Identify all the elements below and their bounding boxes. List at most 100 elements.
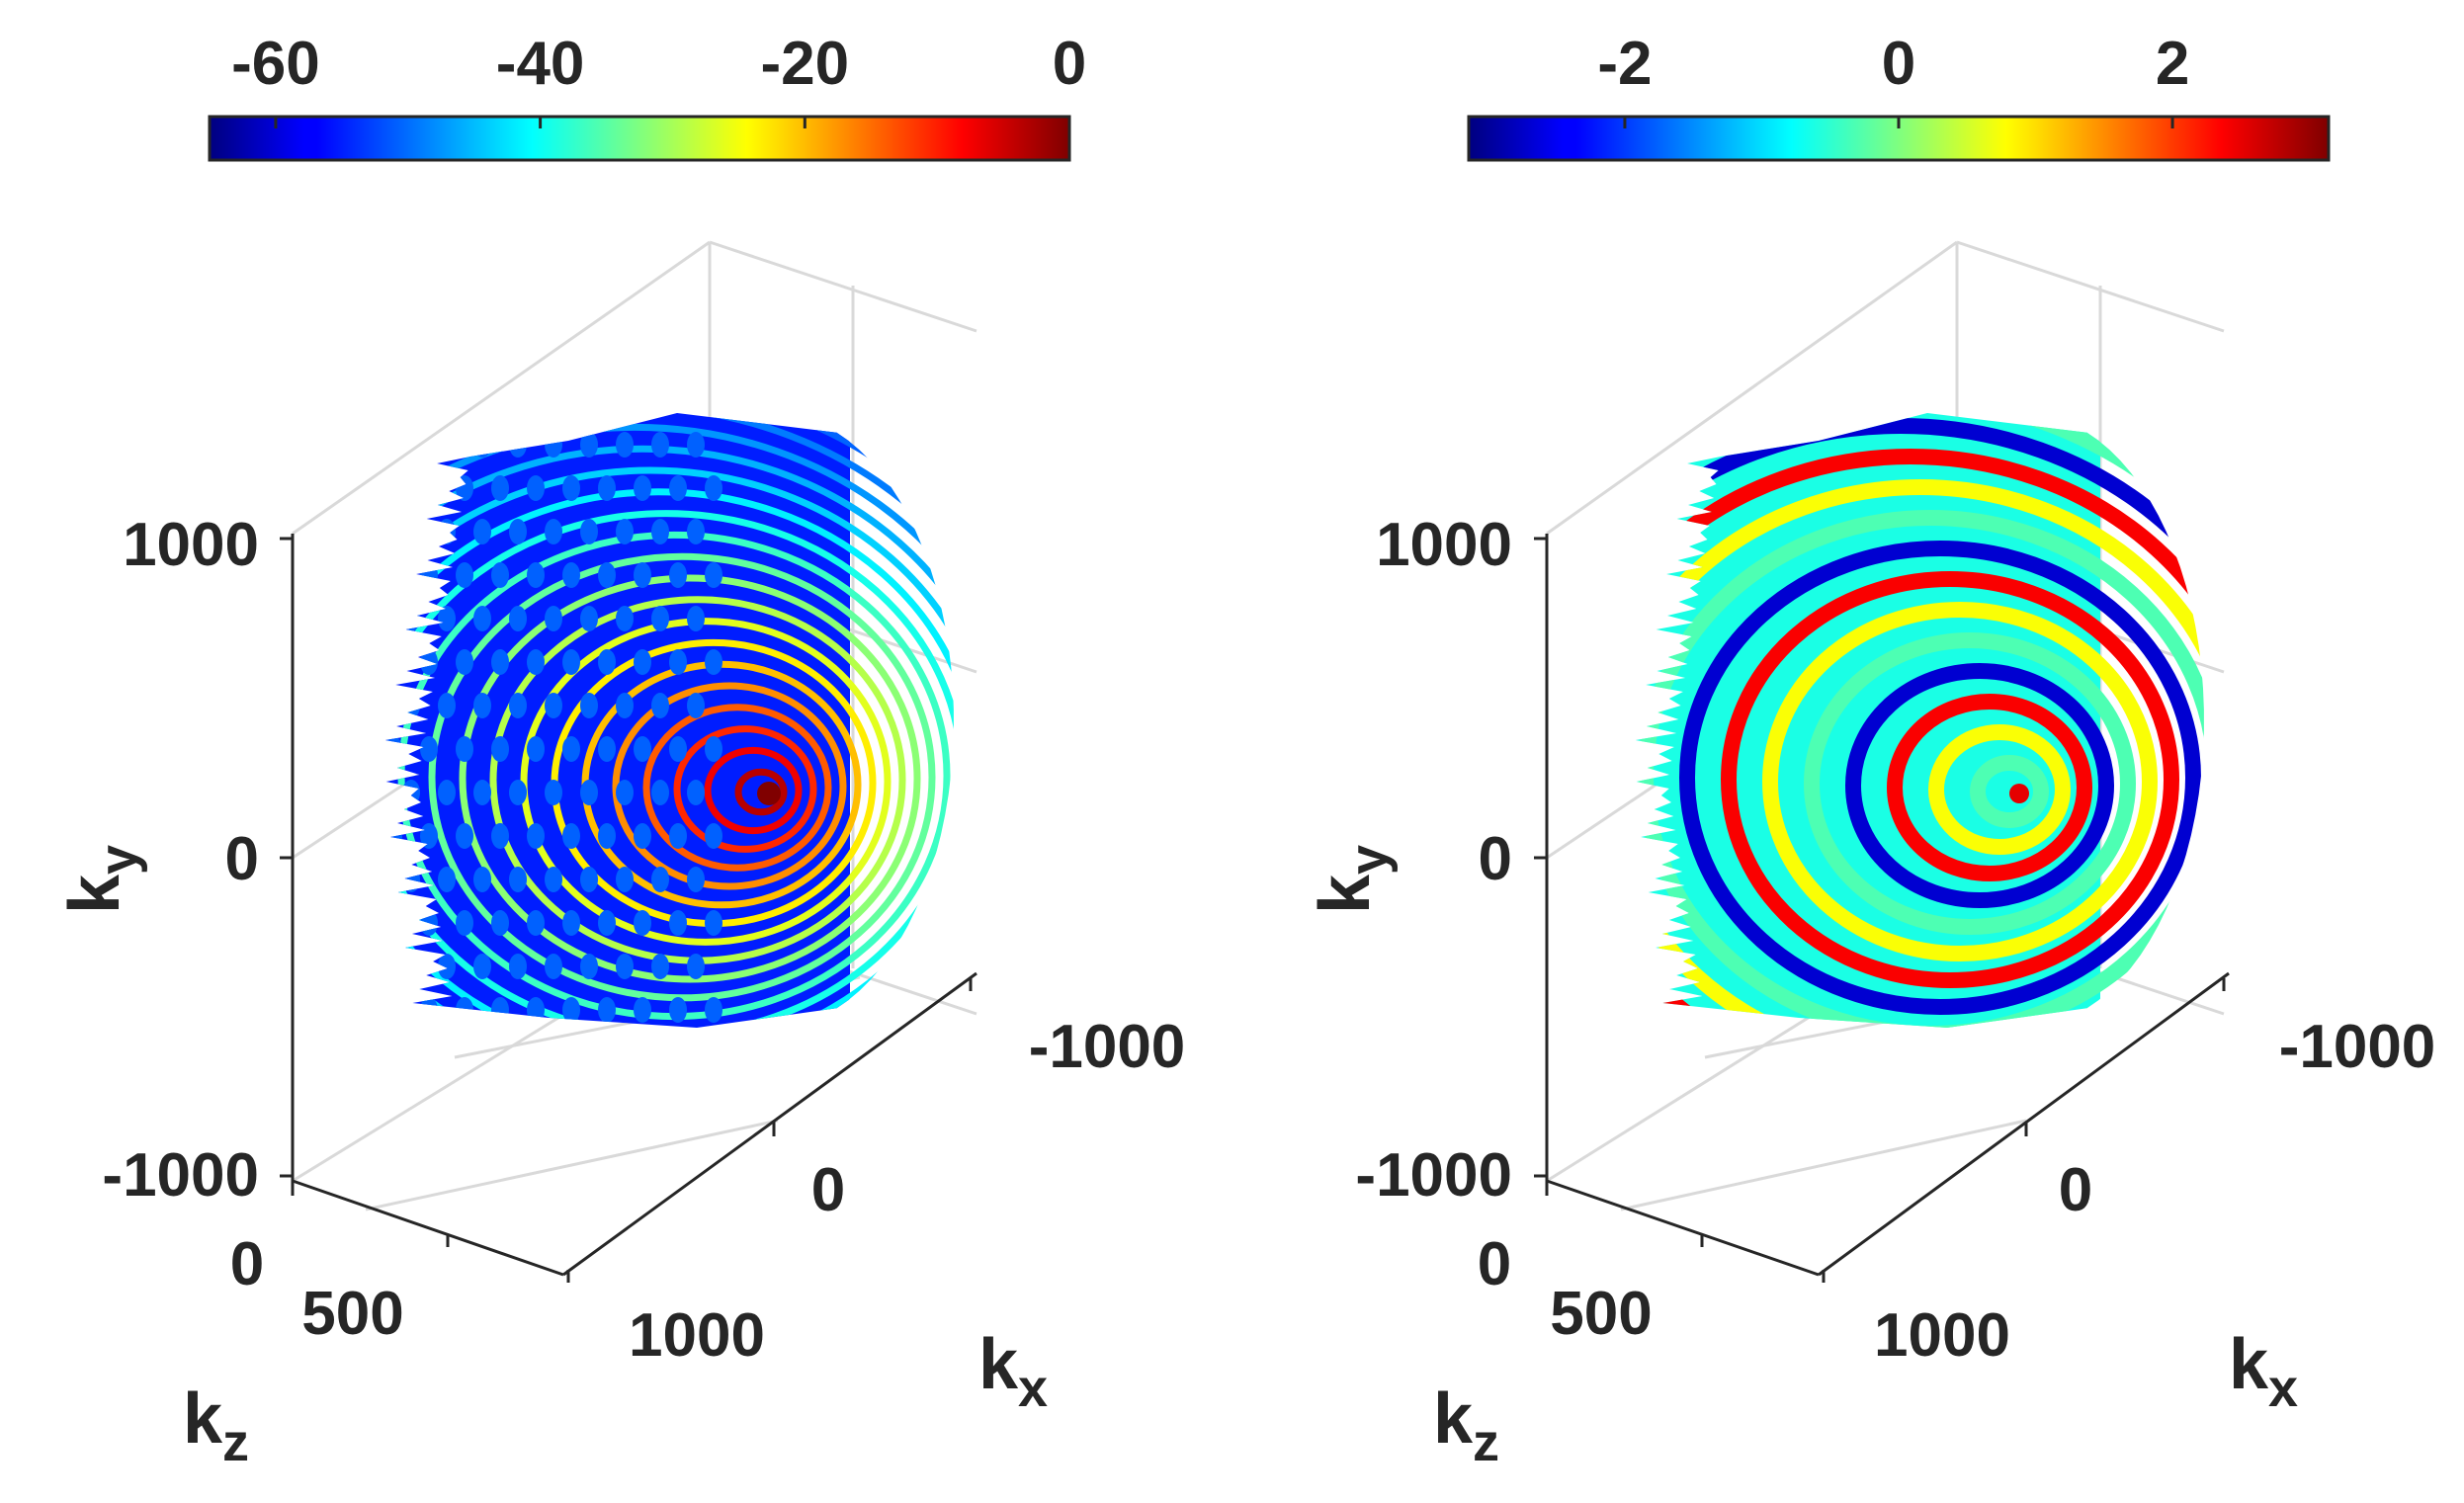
sidelobe-spot <box>420 823 438 849</box>
x-tick-0: 0 <box>811 1156 845 1224</box>
sidelobe-spot <box>634 475 651 501</box>
sidelobe-spot <box>545 780 562 805</box>
z-tick-0: 0 <box>230 1230 264 1298</box>
sidelobe-spot <box>384 475 402 501</box>
sidelobe-spot <box>598 562 616 588</box>
sidelobe-spot <box>473 606 491 631</box>
sidelobe-spot <box>367 519 384 544</box>
sidelobe-spot <box>509 693 527 718</box>
colorbar-bar <box>208 115 1071 162</box>
magnitude-ring <box>459 574 921 983</box>
sidelobe-spot <box>491 823 509 849</box>
sidelobe-spot <box>527 997 545 1023</box>
sidelobe-spot <box>562 910 580 936</box>
panel-phase: -2 0 2 1000 <box>1306 30 2435 1472</box>
magnitude-ring <box>384 466 954 1028</box>
sidelobe-spot <box>384 910 402 936</box>
sidelobe-spot <box>402 954 420 979</box>
sidelobe-spot <box>616 780 634 805</box>
sidelobe-spot <box>545 606 562 631</box>
surface-phase <box>1635 413 2204 1028</box>
sidelobe-spot <box>473 693 491 718</box>
sidelobe-spot <box>402 519 420 544</box>
sidelobe-spot <box>473 954 491 979</box>
sidelobe-spot <box>438 432 456 458</box>
axes-labels-phase: 1000 0 -1000 0 500 1000 0 -1000 ky kz kx <box>1306 511 2435 1472</box>
phase-ring <box>1804 632 2136 935</box>
sidelobe-spot <box>687 693 705 718</box>
sidelobe-spot <box>367 867 384 892</box>
magnitude-ring <box>642 704 832 872</box>
sidelobe-spot <box>634 736 651 762</box>
sidelobe-spot <box>687 867 705 892</box>
sidelobe-spot <box>598 823 616 849</box>
sidelobe-spot <box>420 910 438 936</box>
sidelobe-spot <box>598 475 616 501</box>
colorbar-tick-label: 2 <box>2156 30 2189 98</box>
sidelobe-spot <box>705 475 722 501</box>
sidelobe-spot <box>509 606 527 631</box>
sidelobe-spot <box>491 736 509 762</box>
sidelobe-spot <box>705 562 722 588</box>
sidelobe-spot <box>616 867 634 892</box>
sidelobe-spot <box>456 562 473 588</box>
sidelobe-spot <box>580 954 598 979</box>
sidelobe-spot <box>669 649 687 675</box>
sidelobe-spot <box>527 910 545 936</box>
sidelobe-spot <box>473 432 491 458</box>
sidelobe-spot <box>438 867 456 892</box>
sidelobe-spot <box>616 954 634 979</box>
sidelobe-spot <box>651 432 669 458</box>
sidelobe-spot <box>456 736 473 762</box>
sidelobe-spot <box>420 736 438 762</box>
sidelobe-spot <box>545 693 562 718</box>
sidelobe-spot <box>367 606 384 631</box>
phase-ring <box>1887 694 2092 881</box>
phase-ring <box>1635 418 2204 1028</box>
sidelobe-spot <box>456 910 473 936</box>
z-tick-0: 0 <box>1478 1230 1511 1298</box>
sidelobe-spot <box>687 432 705 458</box>
sidelobe-spot <box>580 606 598 631</box>
sidelobe-spot <box>687 954 705 979</box>
sidelobe-spot <box>705 997 722 1023</box>
sidelobe-spot <box>562 997 580 1023</box>
sidelobe-spot <box>562 562 580 588</box>
colorbar-ticks: -2 0 2 <box>1597 30 2189 128</box>
sidelobe-spot <box>420 997 438 1023</box>
magnitude-ring <box>704 746 803 835</box>
sidelobe-spot <box>651 693 669 718</box>
sidelobe-spot <box>580 780 598 805</box>
sidelobe-spot <box>687 519 705 544</box>
sidelobe-spot <box>527 736 545 762</box>
sidelobe-spot <box>616 519 634 544</box>
sidelobe-spot <box>687 780 705 805</box>
sidelobe-spot <box>598 736 616 762</box>
magnitude-ring <box>612 682 847 890</box>
sidelobe-spot <box>634 997 651 1023</box>
x-tick-minus-1000: -1000 <box>1029 1013 1186 1081</box>
y-tick-0: 0 <box>225 825 259 893</box>
phase-ring <box>1928 724 2071 855</box>
sidelobe-spot <box>367 432 384 458</box>
axes-box-front <box>280 534 977 1283</box>
sidelobe-spot <box>384 562 402 588</box>
phase-ring <box>1635 479 2204 1028</box>
magnitude-ring <box>520 618 892 946</box>
sidelobe-spot <box>669 736 687 762</box>
z-axis-label: kz <box>183 1379 249 1472</box>
sidelobe-spot <box>491 649 509 675</box>
sidelobe-spot <box>473 519 491 544</box>
sidelobe-spot <box>669 910 687 936</box>
sidelobe-spot <box>705 823 722 849</box>
x-tick-0: 0 <box>2059 1156 2092 1224</box>
sidelobe-spot <box>598 997 616 1023</box>
sidelobe-spot <box>651 519 669 544</box>
sidelobe-spot <box>687 606 705 631</box>
sidelobe-spot <box>473 867 491 892</box>
sidelobe-spot <box>438 606 456 631</box>
colorbar-tick-label: -20 <box>761 30 850 98</box>
sidelobe-spot <box>580 867 598 892</box>
sidelobe-spot <box>616 606 634 631</box>
sidelobe-spot <box>509 780 527 805</box>
